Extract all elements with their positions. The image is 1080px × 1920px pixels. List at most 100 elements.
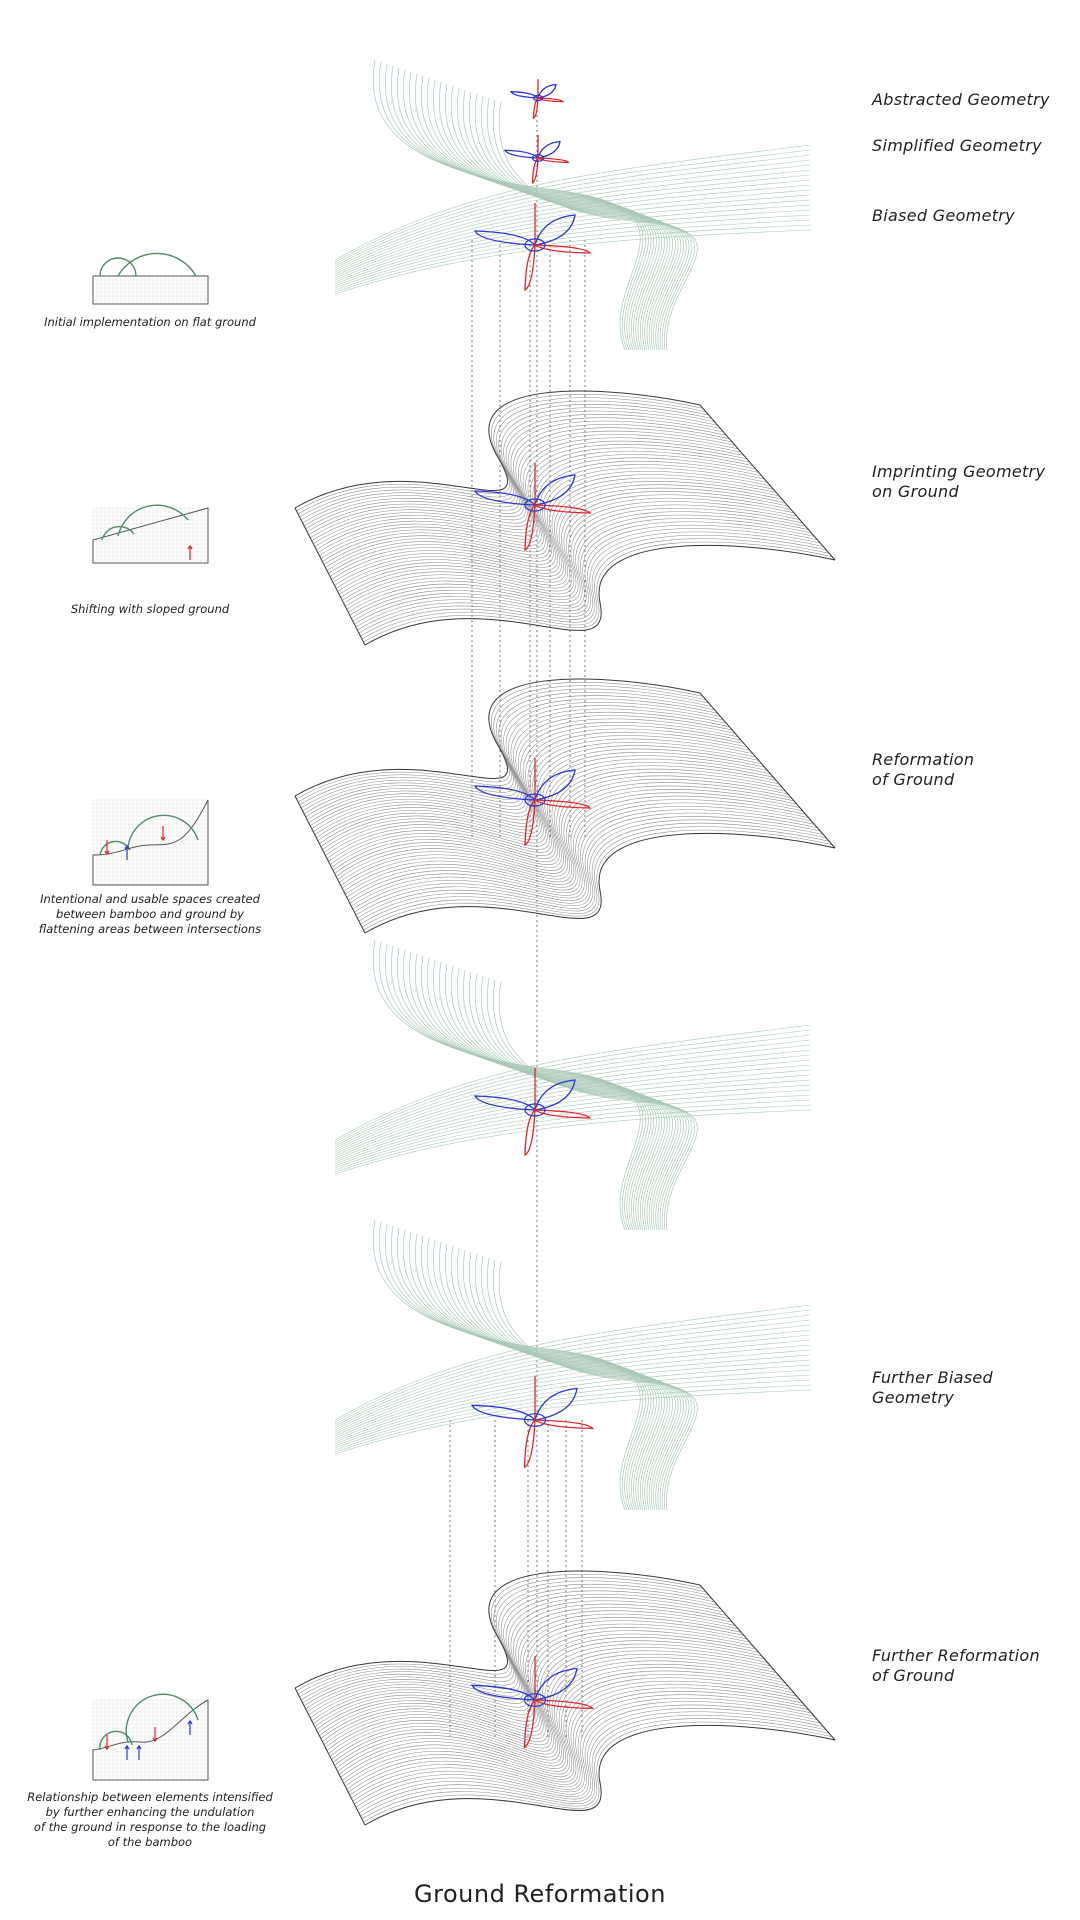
ground-contour [334, 1657, 777, 1766]
bamboo-strand [450, 85, 676, 351]
petal [534, 214, 576, 246]
ground-contour [358, 531, 824, 634]
bamboo-strand [468, 971, 685, 1231]
bamboo-strand [444, 963, 673, 1231]
ground-contour [348, 1687, 803, 1793]
bamboo-strand [334, 194, 811, 281]
bamboo-strand [378, 61, 644, 351]
ground-contour [331, 471, 771, 580]
bamboo-strand [438, 961, 671, 1231]
bamboo-strand [390, 1225, 649, 1511]
petal-core [524, 238, 546, 252]
ground-contour [314, 1613, 739, 1727]
ground-contour [345, 1680, 797, 1787]
bamboo-strand [414, 953, 660, 1231]
ground-contour [348, 508, 803, 613]
bamboo-strand [334, 144, 811, 261]
ground-contour [335, 1660, 780, 1769]
bamboo-strand [372, 59, 641, 351]
section-arrow [152, 1737, 158, 1743]
ground-contour [331, 1650, 771, 1760]
section-sketches [92, 252, 209, 1781]
ground-contour [338, 1667, 786, 1775]
bamboo-strand [408, 951, 657, 1231]
ground-contour [326, 1640, 762, 1751]
vertical-guide-lines [449, 100, 586, 1740]
ground-contour [302, 695, 715, 812]
bamboo-strand [334, 174, 811, 273]
ground-contour [351, 802, 809, 907]
section-arrow [187, 1719, 193, 1725]
ground-contour [326, 461, 762, 571]
section-sketch-sloped [92, 504, 209, 564]
bamboo-strand [498, 101, 698, 351]
bamboo-strand [334, 154, 811, 265]
bamboo-strand [390, 65, 649, 351]
label-abstracted-geometry: Abstracted Geometry [872, 90, 1050, 109]
ground-contour [361, 538, 830, 640]
ground-contour [342, 782, 792, 889]
ground-contour [325, 745, 759, 856]
petal [534, 1109, 592, 1119]
ground-contour [337, 1664, 783, 1772]
petal [537, 83, 557, 99]
bamboo-strand [426, 957, 665, 1231]
section-profile [92, 275, 209, 305]
bamboo-strand [334, 1344, 811, 1437]
petal [534, 504, 592, 514]
ground-contour [297, 397, 706, 515]
bamboo-strand [420, 1235, 663, 1511]
ground-contour [358, 1711, 824, 1814]
ground-contour [360, 822, 827, 925]
bamboo-strand [480, 95, 690, 351]
bamboo-strand [402, 69, 655, 351]
ground-contour [361, 1718, 830, 1820]
ground-contour [329, 467, 768, 577]
ground-surface-reformation [294, 678, 836, 934]
bamboo-strand [444, 1243, 673, 1511]
label-imprinting-geometry: Imprinting Geometry on Ground [872, 462, 1046, 501]
bamboo-strand [420, 75, 663, 351]
label-biased-geometry: Biased Geometry [872, 206, 1015, 225]
ground-contour [358, 819, 824, 922]
section-arrow [124, 844, 130, 850]
petal [503, 149, 539, 159]
ground-contour [345, 501, 797, 607]
ground-contour [322, 738, 753, 850]
ground-contour [331, 758, 771, 868]
petal-core [532, 94, 544, 102]
ground-contour [352, 518, 812, 622]
section-arrow [104, 850, 110, 856]
bamboo-strand [334, 1109, 811, 1175]
bamboo-strand [334, 1074, 811, 1161]
ground-contour [352, 1697, 812, 1802]
section-arc [101, 525, 135, 541]
petal [534, 1419, 595, 1430]
petal-flower-middle [473, 1068, 592, 1157]
bamboo-strand [396, 67, 652, 351]
ground-contour [323, 742, 756, 853]
bamboo-strand [334, 1354, 811, 1441]
bamboo-strand [334, 1024, 811, 1141]
ground-surface-further-reformation [294, 1570, 836, 1826]
bamboo-strand [334, 1374, 811, 1449]
ground-contour [355, 524, 818, 628]
ground-contour [338, 487, 786, 595]
bamboo-strand [334, 164, 811, 269]
ground-contour [335, 481, 780, 589]
ground-contour [314, 722, 739, 835]
bamboo-strand [334, 1384, 811, 1453]
bamboo-strand [334, 1359, 811, 1443]
ground-contour [363, 1721, 833, 1823]
ground-contour [311, 715, 733, 829]
bamboo-strand [334, 224, 811, 293]
bamboo-strand [432, 1239, 668, 1511]
bamboo-strand [334, 1059, 811, 1155]
petal [470, 1404, 536, 1421]
bamboo-strand [438, 81, 671, 351]
petal [532, 97, 539, 120]
ground-contour [317, 440, 745, 553]
ground-contour [307, 705, 724, 821]
petal [534, 1667, 578, 1701]
ground-contour [322, 450, 753, 562]
